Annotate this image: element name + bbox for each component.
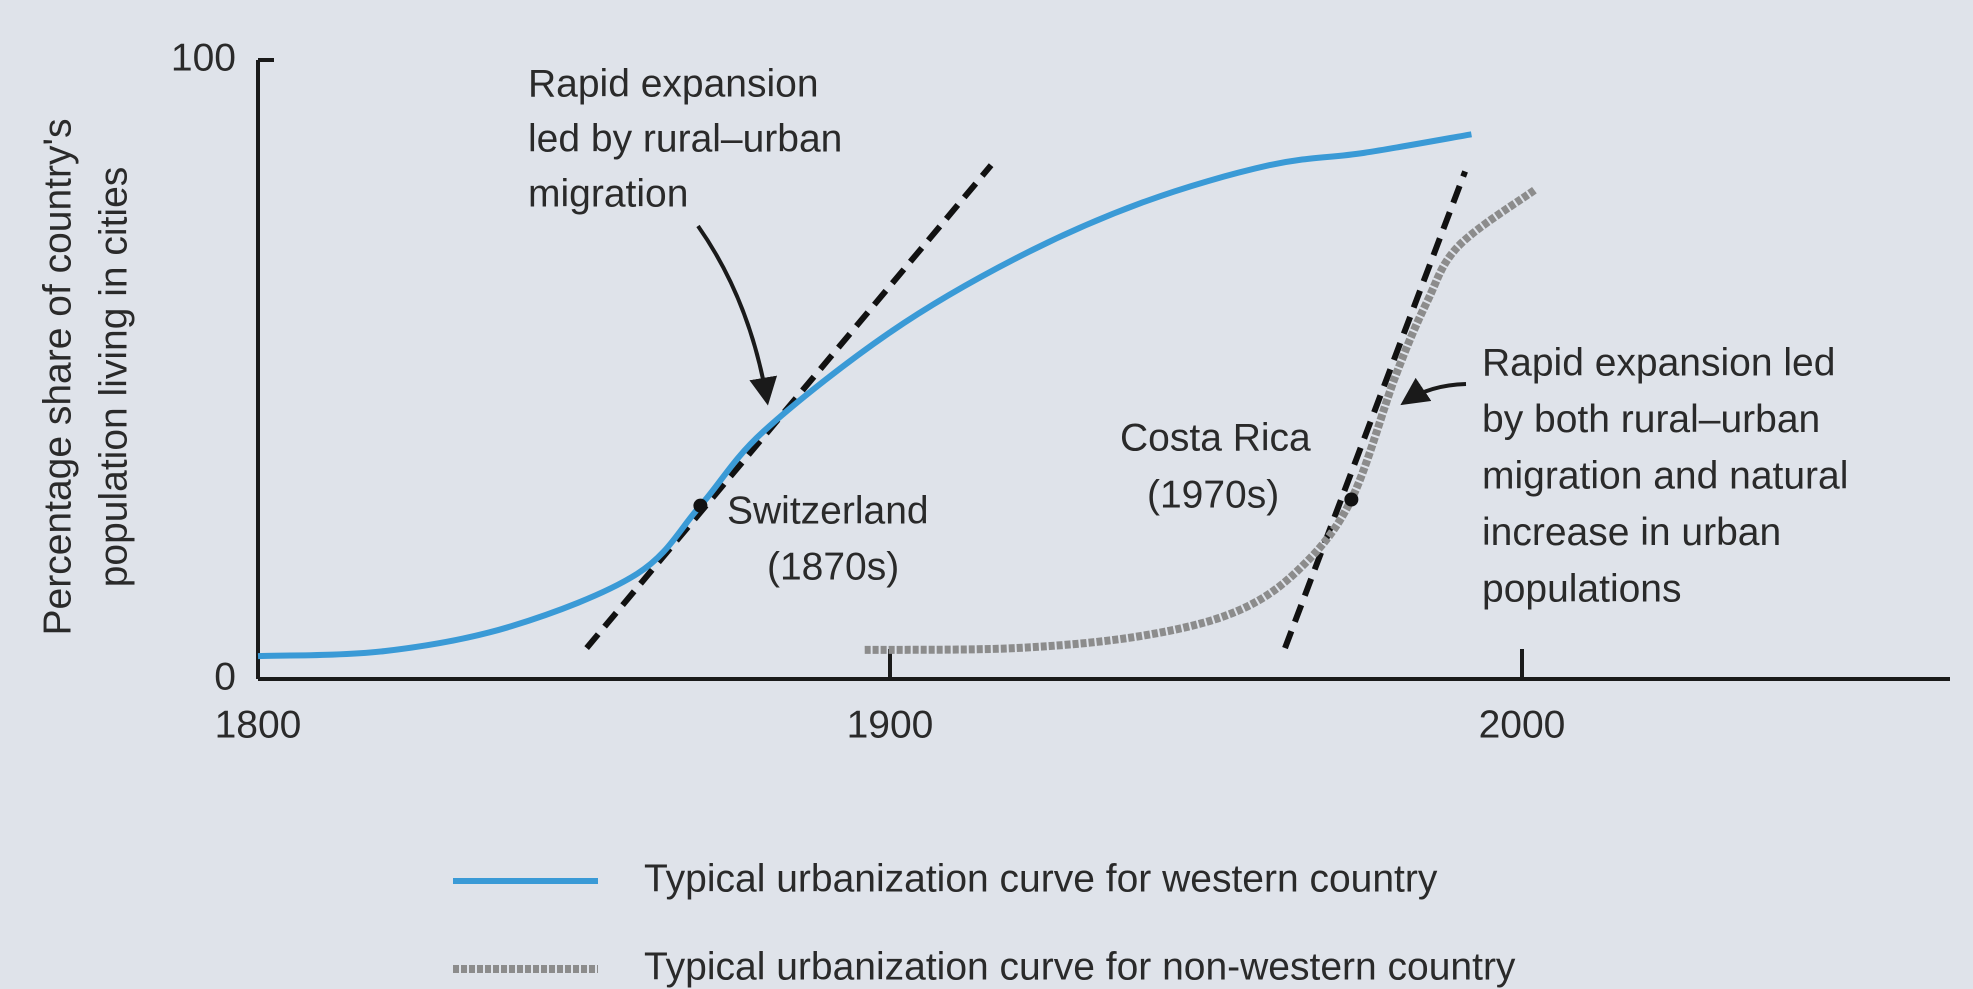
highlight-point [693,498,708,513]
x-tick-label: 1800 [215,703,302,746]
legend-label: Typical urbanization curve for western c… [644,857,1438,900]
annotation: led by rural–urban [528,117,842,160]
annotation: increase in urban [1482,511,1781,554]
highlight-label: Costa Rica [1120,416,1311,459]
x-tick-label: 1900 [847,703,934,746]
y-axis-label: Percentage share of country's population… [36,119,135,636]
highlight-label: (1870s) [767,545,899,588]
annotation: by both rural–urban [1482,398,1820,441]
legend-label: Typical urbanization curve for non-weste… [644,945,1516,988]
y-tick-label: 0 [214,655,236,698]
x-tick-label: 2000 [1479,703,1566,746]
annotation: Rapid expansion [528,62,819,105]
arrow [1400,377,1467,406]
highlight-point [1344,492,1359,507]
annotation: populations [1482,567,1682,610]
highlight-label: (1970s) [1147,473,1279,516]
annotation: migration and natural [1482,454,1848,497]
annotation: migration [528,172,688,215]
y-axis-label-line: population living in cities [92,167,135,588]
series-line [257,131,1472,660]
annotation: Rapid expansion led [1482,341,1835,384]
highlight-label: Switzerland [727,489,929,532]
y-tick-label: 100 [171,36,236,79]
y-axis-label-line: Percentage share of country's [36,119,79,636]
arrow [696,224,778,406]
series-line [864,186,1538,654]
tangent-line [1282,170,1468,650]
